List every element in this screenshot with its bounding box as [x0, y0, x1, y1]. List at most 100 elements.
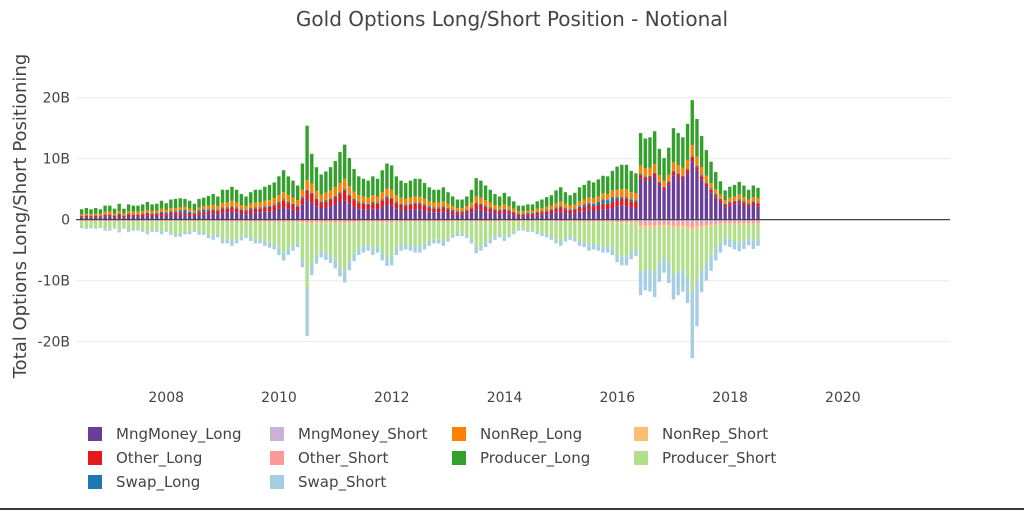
- bar-Producer_Long-124: [662, 158, 666, 181]
- bar-Other_Long-141: [742, 202, 746, 206]
- bar-NonRep_Long-105: [573, 204, 577, 209]
- bar-NonRep_Short-81: [460, 220, 464, 222]
- legend-item-Producer_Short[interactable]: Producer_Short: [634, 448, 816, 468]
- bar-NonRep_Short-62: [371, 221, 375, 223]
- bar-Producer_Short-123: [657, 226, 662, 263]
- legend-item-NonRep_Short[interactable]: NonRep_Short: [634, 424, 816, 444]
- bar-Other_Short-8: [117, 220, 121, 221]
- bar-Other_Long-30: [220, 208, 225, 213]
- bar-Swap_Short-135: [714, 248, 718, 261]
- bar-Other_Short-113: [610, 220, 615, 222]
- bar-NonRep_Long-102: [559, 201, 563, 207]
- bar-NonRep_Long-28: [211, 205, 215, 210]
- bar-Swap_Long-94: [521, 213, 525, 215]
- bar-Producer_Long-47: [300, 163, 305, 190]
- bar-NonRep_Long-37: [253, 202, 258, 208]
- bar-Other_Short-131: [695, 221, 699, 227]
- bar-NonRep_Long-143: [751, 197, 756, 202]
- bar-NonRep_Short-89: [497, 220, 502, 222]
- bar-NonRep_Long-3: [94, 213, 98, 216]
- bar-NonRep_Short-142: [746, 223, 751, 225]
- bar-Producer_Short-19: [169, 221, 173, 233]
- bar-Producer_Long-139: [732, 184, 737, 197]
- bar-NonRep_Long-109: [591, 198, 596, 204]
- bar-Swap_Long-67: [394, 201, 399, 204]
- bar-Other_Long-84: [474, 203, 478, 210]
- legend-item-Producer_Long[interactable]: Producer_Long: [452, 448, 634, 468]
- bar-NonRep_Short-102: [559, 221, 563, 223]
- bar-MngMoney_Long-10: [126, 215, 131, 220]
- bar-NonRep_Long-111: [601, 193, 605, 200]
- bar-Swap_Short-87: [488, 239, 492, 244]
- bar-Producer_Short-58: [352, 223, 356, 254]
- bar-MngMoney_Long-51: [319, 208, 323, 220]
- bar-Other_Short-115: [620, 220, 624, 223]
- bar-MngMoney_Short-134: [709, 219, 713, 222]
- bar-NonRep_Short-33: [234, 221, 239, 223]
- bar-Other_Short-79: [451, 220, 455, 221]
- bar-Swap_Short-24: [192, 230, 197, 232]
- bar-Other_Long-40: [267, 206, 272, 212]
- bar-Swap_Long-0: [79, 215, 84, 217]
- bar-Swap_Short-58: [352, 253, 356, 262]
- bar-Other_Short-114: [615, 220, 619, 223]
- bar-Producer_Short-88: [493, 221, 497, 237]
- legend-item-Other_Long[interactable]: Other_Long: [88, 448, 270, 468]
- bar-Swap_Short-11: [131, 228, 135, 231]
- bar-Producer_Long-94: [521, 205, 525, 212]
- bar-Producer_Long-10: [126, 204, 131, 212]
- bar-Other_Short-51: [319, 220, 323, 223]
- bar-NonRep_Long-10: [126, 211, 131, 214]
- bar-Other_Long-88: [493, 210, 497, 214]
- bar-NonRep_Long-25: [197, 207, 201, 211]
- legend-item-Swap_Short[interactable]: Swap_Short: [270, 472, 452, 492]
- bar-Other_Long-136: [718, 200, 723, 203]
- x-tick-label-5: 2018: [712, 390, 748, 406]
- bar-NonRep_Short-25: [197, 220, 201, 222]
- bar-Producer_Long-64: [380, 170, 384, 193]
- bar-MngMoney_Long-3: [94, 217, 98, 220]
- bar-Other_Long-101: [554, 208, 558, 213]
- bar-Producer_Short-89: [497, 221, 502, 235]
- bar-Swap_Long-41: [272, 204, 276, 206]
- bar-MngMoney_Long-6: [108, 216, 112, 220]
- bar-Swap_Long-136: [718, 198, 723, 201]
- bar-Other_Short-16: [155, 220, 159, 221]
- bar-Swap_Short-4: [98, 226, 103, 229]
- bar-NonRep_Short-49: [310, 222, 314, 224]
- bar-Producer_Long-29: [216, 196, 220, 207]
- bar-Other_Long-10: [126, 214, 131, 216]
- bar-Swap_Short-14: [145, 231, 150, 235]
- bar-Swap_Short-7: [112, 227, 117, 229]
- bar-Swap_Long-34: [239, 209, 244, 211]
- x-tick-label-2: 2012: [374, 390, 410, 406]
- bar-Producer_Short-132: [699, 228, 704, 271]
- bar-Other_Long-96: [530, 214, 535, 216]
- bar-Other_Long-106: [577, 208, 582, 212]
- bar-Other_Short-105: [573, 220, 577, 222]
- legend-item-MngMoney_Long[interactable]: MngMoney_Long: [88, 424, 270, 444]
- bar-Producer_Short-49: [310, 223, 314, 265]
- bar-Producer_Short-12: [136, 221, 140, 229]
- bar-Swap_Long-17: [159, 211, 164, 213]
- bar-Swap_Short-127: [676, 272, 680, 296]
- bar-Other_Long-72: [418, 203, 422, 210]
- bar-Producer_Long-45: [291, 180, 295, 198]
- bar-Swap_Long-121: [648, 175, 652, 177]
- legend-item-MngMoney_Short[interactable]: MngMoney_Short: [270, 424, 452, 444]
- bar-NonRep_Long-83: [469, 202, 474, 208]
- legend-item-NonRep_Long[interactable]: NonRep_Long: [452, 424, 634, 444]
- bar-Other_Short-126: [671, 221, 676, 226]
- bar-Producer_Short-23: [187, 221, 192, 232]
- bar-Swap_Short-36: [249, 237, 253, 241]
- bar-MngMoney_Short-130: [690, 219, 694, 222]
- bar-Producer_Long-70: [408, 180, 413, 198]
- bar-Producer_Long-15: [150, 204, 154, 212]
- bar-Swap_Long-123: [657, 181, 662, 184]
- bar-Swap_Long-140: [737, 199, 741, 201]
- bar-Swap_Long-109: [591, 203, 596, 207]
- bar-Producer_Short-73: [422, 222, 427, 245]
- bar-Other_Short-15: [150, 220, 154, 221]
- legend-item-Other_Short[interactable]: Other_Short: [270, 448, 452, 468]
- legend-item-Swap_Long[interactable]: Swap_Long: [88, 472, 270, 492]
